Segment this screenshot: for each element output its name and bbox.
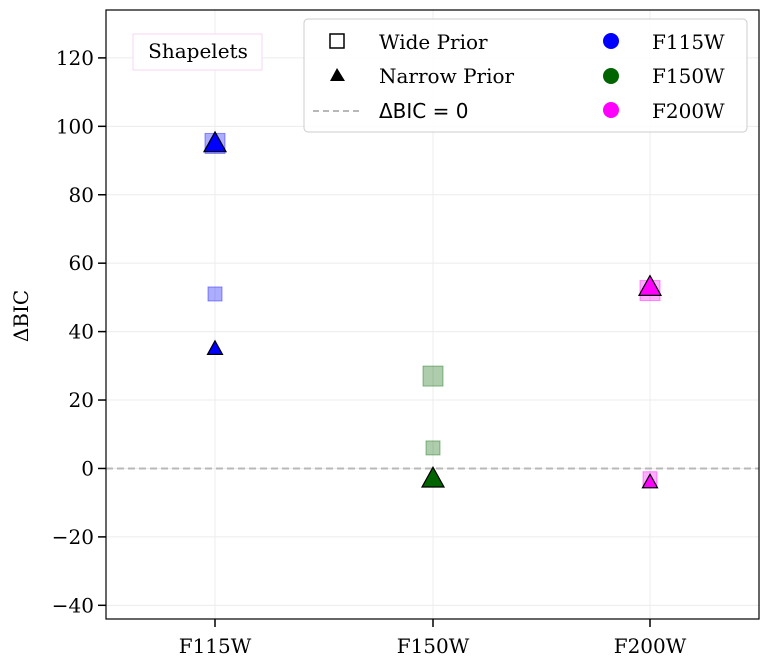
legend-symbol-f150w	[603, 68, 619, 84]
legend-label-f150w: F150W	[652, 64, 725, 88]
legend-symbol-narrow-prior	[330, 68, 345, 81]
y-tick-label: 100	[56, 114, 94, 138]
legend-label-narrow-prior: Narrow Prior	[379, 64, 515, 88]
narrow-prior-marker	[641, 473, 659, 489]
y-tick-label: 20	[69, 388, 94, 412]
legend-symbol-f200w	[603, 102, 619, 118]
y-tick-label: 0	[81, 456, 94, 480]
x-tick-label: F150W	[397, 634, 470, 658]
axes: −40 −20 0 20 40 60 80 100 120 F115W F150W F200W	[52, 46, 687, 658]
legend-symbol-f115w	[603, 33, 619, 49]
annotation-label: Shapelets	[148, 39, 248, 63]
legend-label-wide-prior: Wide Prior	[379, 30, 488, 54]
legend-symbol-wide-prior	[329, 33, 345, 49]
y-tick-label: 60	[69, 251, 94, 275]
y-tick-label: 80	[69, 183, 94, 207]
legend-label-delta-bic-zero: ΔBIC = 0	[379, 99, 468, 123]
annotation-box: Shapelets	[132, 33, 263, 71]
legend-label-f200w: F200W	[652, 99, 725, 123]
wide-prior-marker	[422, 365, 444, 387]
legend-label-f115w: F115W	[652, 30, 725, 54]
y-tick-label: −40	[52, 593, 94, 617]
x-tick-label: F200W	[614, 634, 687, 658]
y-tick-label: 40	[69, 320, 94, 344]
data-markers	[202, 130, 663, 489]
y-tick-label: 120	[56, 46, 94, 70]
y-tick-label: −20	[52, 525, 94, 549]
narrow-prior-marker	[202, 130, 228, 153]
narrow-prior-marker	[637, 274, 663, 296]
narrow-prior-marker	[206, 339, 224, 355]
wide-prior-marker	[207, 286, 223, 302]
x-tick-label: F115W	[179, 634, 252, 658]
y-axis-label: ΔBIC	[9, 290, 33, 342]
legend: Wide Prior Narrow Prior ΔBIC = 0 F115W F…	[303, 18, 748, 133]
wide-prior-marker	[425, 440, 441, 456]
narrow-prior-marker	[420, 465, 446, 488]
